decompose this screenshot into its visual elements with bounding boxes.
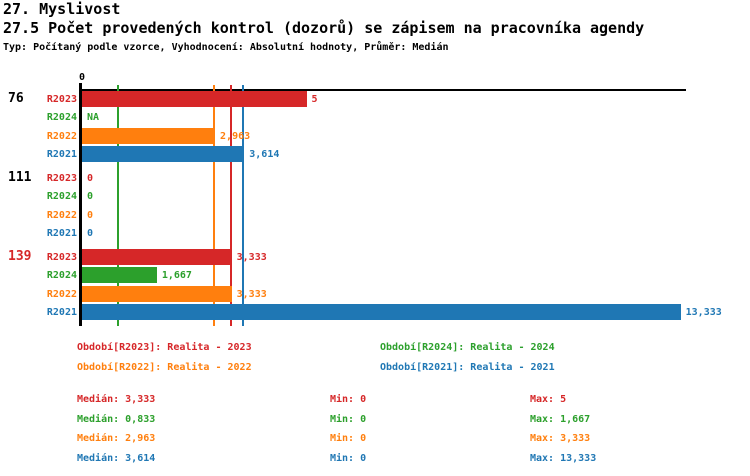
bar-value-label: 3,614 [249, 149, 280, 161]
bar-R2023 [82, 91, 307, 107]
stat-min-R2024: Min: 0 [330, 413, 367, 425]
bar-value-label: 3,333 [236, 288, 267, 300]
bar-value-label: 3,333 [236, 251, 267, 263]
stat-max-R2022: Max: 3,333 [530, 433, 591, 445]
group-label: 111 [8, 169, 32, 185]
legend-item-R2023: Období[R2023]: Realita - 2023 [77, 342, 252, 353]
series-label-R2021: R2021 [46, 149, 77, 161]
bar-value-label: 0 [87, 172, 94, 184]
bar-value-label: 0 [87, 191, 94, 203]
median-line-R2022 [213, 85, 216, 326]
median-line-R2023 [229, 85, 232, 326]
bar-value-label: 5 [311, 94, 318, 105]
median-line-R2021 [242, 85, 245, 326]
stat-median-R2024: Medián: 0,833 [77, 413, 156, 425]
bar-R2021 [82, 304, 681, 320]
chart-meta: Typ: Počítaný podle vzorce, Vyhodnocení:… [3, 42, 449, 53]
stat-max-R2024: Max: 1,667 [530, 413, 591, 425]
stat-max-R2021: Max: 13,333 [530, 452, 597, 464]
x-axis-line [79, 89, 686, 91]
legend-item-R2024: Období[R2024]: Realita - 2024 [380, 342, 555, 353]
series-label-R2024: R2024 [46, 191, 77, 203]
bar-value-label: 13,333 [685, 307, 722, 318]
bar-value-label: NA [87, 112, 100, 124]
series-label-R2022: R2022 [46, 288, 77, 300]
group-label: 76 [8, 91, 24, 106]
series-label-R2021: R2021 [46, 307, 77, 318]
bar-value-label: 1,667 [161, 270, 192, 282]
bar-R2022 [82, 127, 216, 144]
legend-item-R2022: Období[R2022]: Realita - 2022 [77, 361, 252, 373]
bar-R2024 [82, 267, 157, 284]
section-title: 27. Myslivost [3, 0, 121, 18]
stat-max-R2023: Max: 5 [530, 394, 567, 405]
series-label-R2022: R2022 [46, 209, 77, 221]
bar-R2021 [82, 146, 245, 163]
stat-min-R2021: Min: 0 [330, 452, 367, 464]
stat-min-R2023: Min: 0 [330, 394, 367, 405]
group-label: 139 [8, 248, 32, 264]
legend-item-R2021: Období[R2021]: Realita - 2021 [380, 361, 555, 373]
stat-median-R2023: Medián: 3,333 [77, 394, 156, 405]
series-label-R2024: R2024 [46, 112, 77, 124]
series-label-R2023: R2023 [46, 172, 77, 184]
series-label-R2022: R2022 [46, 130, 77, 142]
series-label-R2023: R2023 [46, 94, 77, 105]
y-axis-line [79, 83, 82, 326]
stat-median-R2022: Medián: 2,963 [77, 433, 156, 445]
stat-min-R2022: Min: 0 [330, 433, 367, 445]
bar-value-label: 0 [87, 209, 94, 221]
series-label-R2024: R2024 [46, 270, 77, 282]
bar-R2023 [82, 248, 232, 265]
bar-R2022 [82, 285, 232, 302]
series-label-R2021: R2021 [46, 228, 77, 240]
page-title: 27.5 Počet provedených kontrol (dozorů) … [3, 19, 645, 37]
x-axis-tick-zero-label: 0 [78, 72, 86, 83]
series-label-R2023: R2023 [46, 251, 77, 263]
stat-median-R2021: Medián: 3,614 [77, 452, 156, 464]
bar-value-label: 0 [87, 228, 94, 240]
bar-value-label: 2,963 [220, 130, 251, 142]
median-line-R2024 [117, 85, 120, 326]
